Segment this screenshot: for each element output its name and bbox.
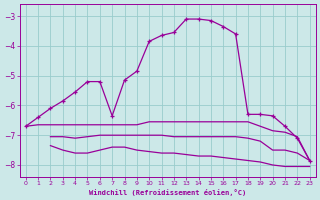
X-axis label: Windchill (Refroidissement éolien,°C): Windchill (Refroidissement éolien,°C) <box>89 189 246 196</box>
